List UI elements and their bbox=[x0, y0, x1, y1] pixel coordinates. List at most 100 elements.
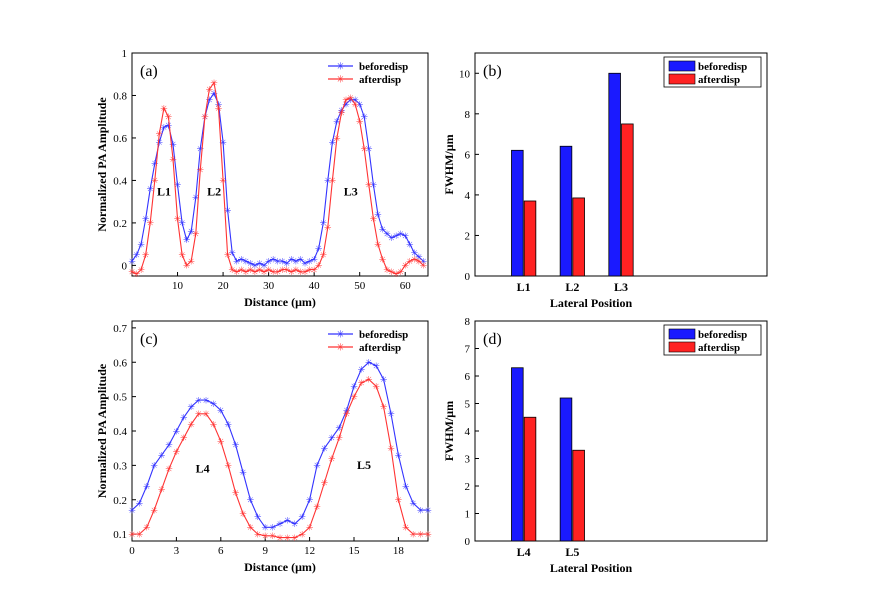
y-tick-label: 1 bbox=[122, 48, 128, 60]
data-point-beforedisp: ✳ bbox=[228, 249, 236, 259]
data-point-beforedisp: ✳ bbox=[197, 145, 205, 155]
data-point-afterdisp: ✳ bbox=[379, 255, 387, 265]
plot-frame-1 bbox=[474, 52, 768, 277]
data-point-afterdisp: ✳ bbox=[210, 79, 218, 89]
panel-label: (b) bbox=[483, 63, 502, 80]
data-point-afterdisp: ✳ bbox=[292, 266, 300, 276]
data-point-afterdisp: ✳ bbox=[174, 215, 182, 225]
y-tick-label: 8 bbox=[465, 316, 471, 328]
legend-label-afterdisp: afterdisp bbox=[698, 74, 740, 86]
data-point-afterdisp: ✳ bbox=[173, 448, 181, 458]
data-point-afterdisp: ✳ bbox=[269, 532, 277, 542]
data-point-beforedisp: ✳ bbox=[356, 100, 364, 110]
bar-afterdisp-L3 bbox=[621, 123, 634, 277]
y-tick-label: 0.2 bbox=[113, 495, 127, 507]
data-point-afterdisp: ✳ bbox=[279, 266, 287, 276]
data-point-afterdisp: ✳ bbox=[232, 489, 240, 499]
bar-afterdisp-L4 bbox=[523, 416, 537, 542]
data-point-afterdisp: ✳ bbox=[206, 85, 214, 95]
data-point-afterdisp: ✳ bbox=[401, 262, 409, 272]
category-label-L4: L4 bbox=[517, 545, 531, 559]
data-point-afterdisp: ✳ bbox=[313, 503, 321, 513]
y-tick-label: 8 bbox=[465, 109, 471, 121]
data-point-afterdisp: ✳ bbox=[224, 251, 232, 261]
y-tick-label: 0.1 bbox=[113, 529, 127, 541]
data-point-beforedisp: ✳ bbox=[128, 257, 136, 267]
legend-marker-beforedisp: ✳ bbox=[336, 330, 344, 341]
peak-label-L4: L4 bbox=[196, 461, 210, 475]
data-point-afterdisp: ✳ bbox=[136, 530, 144, 540]
data-point-beforedisp: ✳ bbox=[380, 376, 388, 386]
data-point-beforedisp: ✳ bbox=[383, 230, 391, 240]
data-point-beforedisp: ✳ bbox=[279, 257, 287, 267]
data-point-beforedisp: ✳ bbox=[128, 506, 136, 516]
data-point-beforedisp: ✳ bbox=[360, 113, 368, 123]
data-point-beforedisp: ✳ bbox=[372, 362, 380, 372]
data-point-afterdisp: ✳ bbox=[297, 268, 305, 278]
data-point-beforedisp: ✳ bbox=[269, 255, 277, 265]
bar-chart-d: 0 1 2 3 4 5 6 7 8 L4 L5 (d) Lateral Position FWHM/μm b… bbox=[442, 316, 768, 575]
y-tick-label: 0 bbox=[465, 536, 471, 548]
legend-swatch-beforedisp bbox=[668, 328, 696, 340]
y-tick-label: 0 bbox=[465, 271, 471, 283]
data-point-afterdisp: ✳ bbox=[224, 462, 232, 472]
y-tick-label: 2 bbox=[465, 230, 471, 242]
data-point-beforedisp: ✳ bbox=[165, 441, 173, 451]
data-point-afterdisp: ✳ bbox=[178, 251, 186, 261]
data-point-beforedisp: ✳ bbox=[276, 520, 284, 530]
legend-marker-beforedisp: ✳ bbox=[336, 62, 344, 73]
data-point-afterdisp: ✳ bbox=[269, 268, 277, 278]
data-point-afterdisp: ✳ bbox=[233, 268, 241, 278]
data-point-afterdisp: ✳ bbox=[372, 383, 380, 393]
legend-label-beforedisp: beforedisp bbox=[359, 61, 408, 73]
data-point-beforedisp: ✳ bbox=[254, 513, 262, 523]
data-point-afterdisp: ✳ bbox=[383, 266, 391, 276]
data-point-beforedisp: ✳ bbox=[379, 226, 387, 236]
legend-label-afterdisp: afterdisp bbox=[359, 342, 401, 354]
legend-label-beforedisp: beforedisp bbox=[698, 329, 747, 341]
y-tick-label: 0.5 bbox=[113, 392, 127, 404]
data-point-beforedisp: ✳ bbox=[180, 414, 188, 424]
y-tick-label: 0.8 bbox=[113, 90, 127, 102]
data-point-afterdisp: ✳ bbox=[217, 438, 225, 448]
peak-label-L3: L3 bbox=[344, 184, 358, 198]
data-point-beforedisp: ✳ bbox=[347, 96, 355, 106]
y-tick-label: 6 bbox=[465, 149, 471, 161]
data-point-afterdisp: ✳ bbox=[291, 534, 299, 544]
data-point-beforedisp: ✳ bbox=[298, 513, 306, 523]
data-point-afterdisp: ✳ bbox=[374, 240, 382, 250]
data-point-beforedisp: ✳ bbox=[343, 407, 351, 417]
data-point-beforedisp: ✳ bbox=[283, 260, 291, 270]
y-tick-label: 5 bbox=[465, 399, 471, 411]
data-point-beforedisp: ✳ bbox=[350, 383, 358, 393]
data-point-afterdisp: ✳ bbox=[321, 479, 329, 489]
data-point-beforedisp: ✳ bbox=[329, 139, 337, 149]
data-point-beforedisp: ✳ bbox=[233, 257, 241, 267]
data-point-afterdisp: ✳ bbox=[358, 379, 366, 389]
data-point-afterdisp: ✳ bbox=[187, 420, 195, 430]
data-point-afterdisp: ✳ bbox=[239, 510, 247, 520]
data-point-beforedisp: ✳ bbox=[192, 194, 200, 204]
data-point-beforedisp: ✳ bbox=[388, 234, 396, 244]
data-point-afterdisp: ✳ bbox=[128, 530, 136, 540]
x-tick-label: 6 bbox=[218, 545, 224, 557]
data-point-beforedisp: ✳ bbox=[210, 400, 218, 410]
data-point-beforedisp: ✳ bbox=[406, 240, 414, 250]
data-point-afterdisp: ✳ bbox=[180, 434, 188, 444]
data-point-afterdisp: ✳ bbox=[247, 266, 255, 276]
data-point-afterdisp: ✳ bbox=[183, 262, 191, 272]
data-point-afterdisp: ✳ bbox=[388, 268, 396, 278]
x-tick-label: 15 bbox=[349, 545, 361, 557]
y-tick-label: 10 bbox=[459, 68, 471, 80]
x-axis-label: Lateral Position bbox=[550, 296, 633, 310]
data-point-beforedisp: ✳ bbox=[335, 424, 343, 434]
data-point-afterdisp: ✳ bbox=[201, 113, 209, 123]
data-point-afterdisp: ✳ bbox=[156, 130, 164, 140]
data-point-afterdisp: ✳ bbox=[392, 270, 400, 280]
data-point-beforedisp: ✳ bbox=[206, 96, 214, 106]
data-point-beforedisp: ✳ bbox=[306, 496, 314, 506]
data-point-beforedisp: ✳ bbox=[315, 245, 323, 255]
data-point-afterdisp: ✳ bbox=[315, 262, 323, 272]
data-point-beforedisp: ✳ bbox=[251, 262, 259, 272]
